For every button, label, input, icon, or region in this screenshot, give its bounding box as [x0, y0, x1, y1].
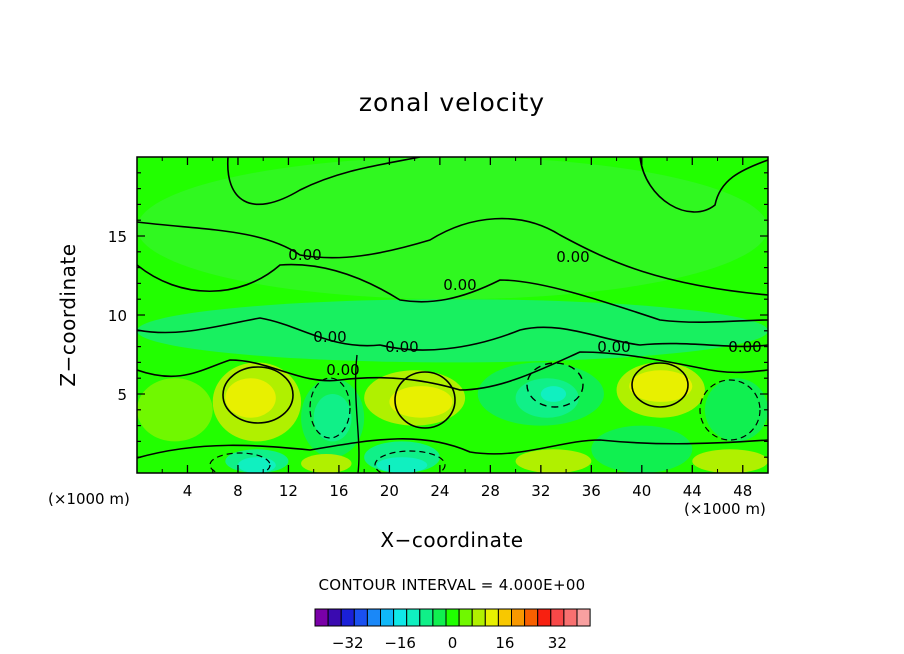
contour-region-0	[137, 378, 213, 442]
colorbar-tick-label: −32	[332, 634, 364, 652]
colorbar-tick-label: −16	[384, 634, 416, 652]
contour-region-12	[704, 378, 768, 442]
contour-label: 0.00	[313, 328, 346, 346]
contour-region-19	[591, 425, 693, 473]
x-tick-label: 32	[531, 482, 550, 500]
x-tick-label: 36	[582, 482, 601, 500]
contour-region-9	[540, 386, 567, 402]
colorbar-swatch	[366, 608, 381, 627]
colorbar-tick-label: 16	[495, 634, 514, 652]
contour-region-20	[692, 449, 768, 473]
x-tick-label: 48	[733, 482, 752, 500]
contour-label: 0.00	[728, 338, 761, 356]
contour-region-21	[137, 299, 768, 363]
contour-interval-text: CONTOUR INTERVAL = 4.000E+00	[318, 576, 586, 594]
contour-label: 0.00	[556, 248, 589, 266]
contour-label: 0.00	[326, 361, 359, 379]
colorbar-swatch	[458, 608, 473, 627]
colorbar-swatch	[353, 608, 368, 627]
y-tick-label: 5	[117, 386, 127, 404]
contour-label: 0.00	[443, 276, 476, 294]
axis-ticks	[137, 157, 768, 473]
colorbar-swatch	[484, 608, 499, 627]
colorbar-swatch	[537, 608, 552, 627]
colorbar-swatch	[432, 608, 447, 627]
x-axis-unit-left: (×1000 m)	[48, 490, 130, 508]
colorbar-swatch	[393, 608, 408, 627]
contour-region-4	[313, 394, 352, 442]
y-tick-label: 10	[108, 307, 127, 325]
colorbar-swatch	[471, 608, 486, 627]
contour-region-17	[376, 457, 428, 473]
x-tick-label: 4	[183, 482, 193, 500]
chart-title: zonal velocity	[358, 88, 546, 117]
colorbar-tick-label: 0	[448, 634, 458, 652]
colorbar-swatch	[314, 608, 329, 627]
x-tick-label: 28	[481, 482, 500, 500]
contour-label: 0.00	[385, 338, 418, 356]
colorbar-swatch	[327, 608, 342, 627]
x-tick-label: 12	[279, 482, 298, 500]
x-tick-label: 40	[632, 482, 651, 500]
colorbar-swatch	[380, 608, 395, 627]
x-tick-label: 8	[233, 482, 243, 500]
contour-label: 0.00	[288, 246, 321, 264]
y-tick-label: 15	[108, 228, 127, 246]
colorbar-swatch	[406, 608, 421, 627]
contour-region-14	[237, 457, 276, 473]
contour-lines	[137, 157, 768, 473]
x-tick-label: 44	[683, 482, 702, 500]
colorbar-swatch	[511, 608, 526, 627]
colorbar-swatch	[340, 608, 355, 627]
contour-labels: 0.00 0.00 0.00 0.00 0.00 0.00 0.00 0.00	[288, 246, 761, 379]
contour-region-6	[389, 386, 453, 418]
contour-region-18	[515, 449, 592, 473]
x-axis-label: X−coordinate	[380, 528, 524, 552]
x-axis-unit-right: (×1000 m)	[684, 500, 766, 518]
colorbar-swatch	[550, 608, 565, 627]
contour-label: 0.00	[597, 338, 630, 356]
colorbar-tick-label: 32	[548, 634, 567, 652]
colorbar-swatch	[524, 608, 539, 627]
contour-region-11	[629, 370, 693, 402]
colorbar-swatch	[576, 608, 591, 627]
x-tick-label: 20	[380, 482, 399, 500]
colorbar-swatch	[497, 608, 512, 627]
colorbar: −32 −16 0 16 32	[314, 608, 591, 652]
contour-region-15	[301, 454, 352, 473]
contour-region-2	[225, 378, 276, 418]
colorbar-swatch	[445, 608, 460, 627]
colorbar-swatch	[419, 608, 434, 627]
colorbar-swatch	[563, 608, 578, 627]
x-tick-label: 24	[430, 482, 449, 500]
x-tick-label: 16	[329, 482, 348, 500]
